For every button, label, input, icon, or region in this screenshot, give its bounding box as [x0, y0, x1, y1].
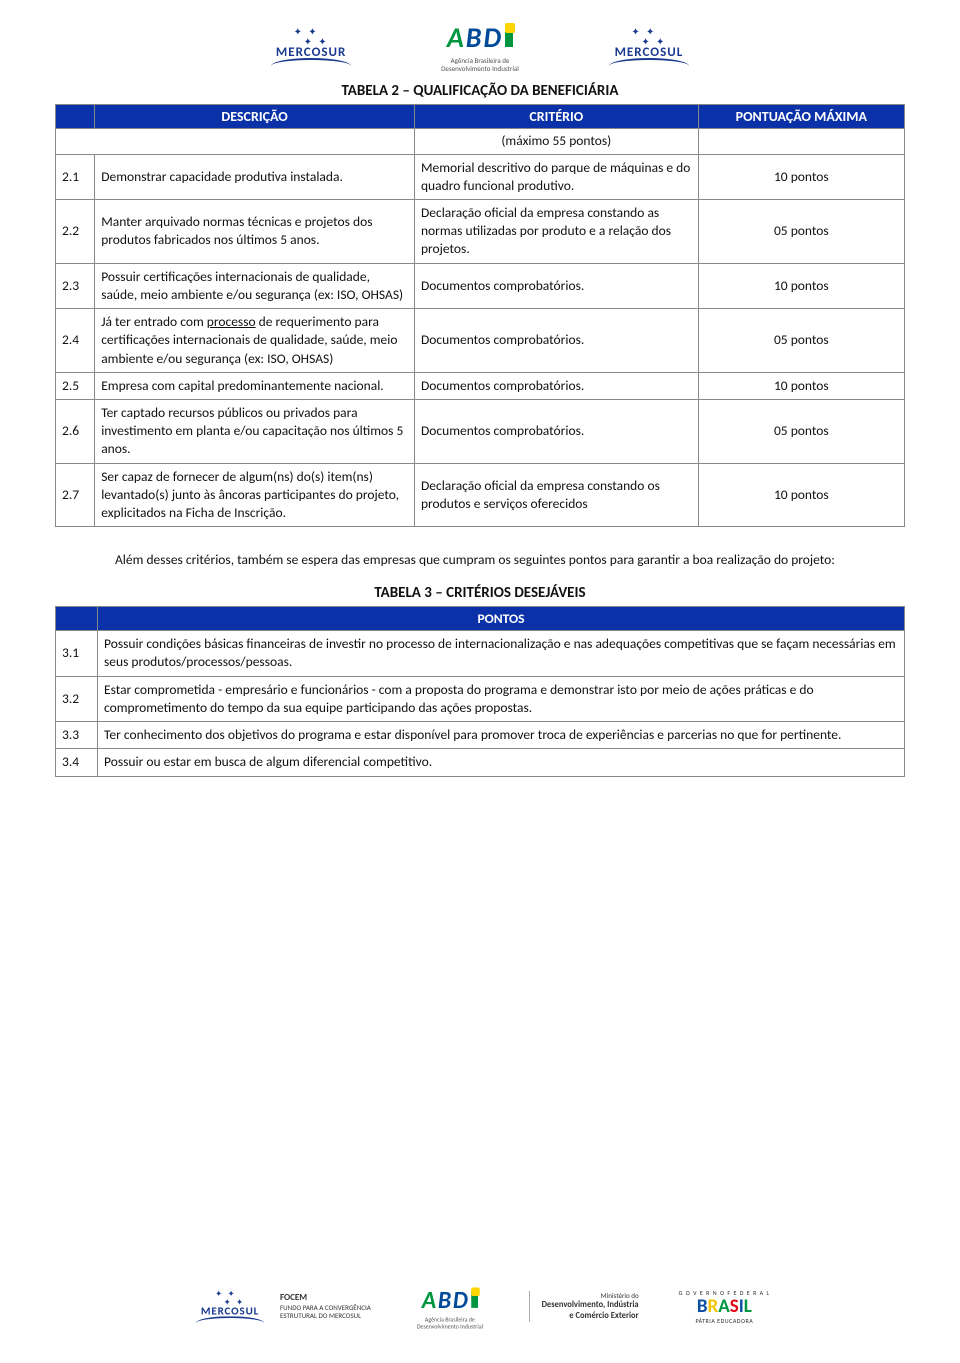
row-criterion: Declaração oficial da empresa constando … [414, 463, 698, 527]
table2-header-row: DESCRIÇÃO CRITÉRIO PONTUAÇÃO MÁXIMA [56, 105, 905, 129]
footer-mercosul-logo: ✦ ✦✦ ✦ MERCOSUL [196, 1290, 264, 1323]
ministerio-line2: Desenvolvimento, Indústria [542, 1300, 639, 1311]
focem-line2: ESTRUTURAL DO MERCOSUL [280, 1312, 371, 1320]
table-row: 2.4Já ter entrado com processo de requer… [56, 309, 905, 373]
stars-icon: ✦ ✦✦ ✦ [215, 1290, 245, 1305]
table-row: 2.7Ser capaz de fornecer de algum(ns) do… [56, 463, 905, 527]
row-number: 3.1 [56, 631, 98, 676]
brasil-logo: G O V E R N O F E D E R A L BRASIL PÁTRI… [679, 1289, 770, 1325]
ministerio-block: Ministério do Desenvolvimento, Indústria… [529, 1291, 639, 1322]
table2-header-pts: PONTUAÇÃO MÁXIMA [698, 105, 904, 129]
table2-title: TABELA 2 – QUALIFICAÇÃO DA BENEFICIÁRIA [55, 82, 905, 100]
row-number: 2.3 [56, 263, 95, 308]
row-criterion: Documentos comprobatórios. [414, 372, 698, 399]
row-criterion: Documentos comprobatórios. [414, 400, 698, 464]
row-criterion: Declaração oficial da empresa constando … [414, 200, 698, 264]
row-number: 3.4 [56, 749, 98, 776]
row-points: 05 pontos [698, 309, 904, 373]
table3-header-row: PONTOS [56, 607, 905, 631]
row-points: 05 pontos [698, 400, 904, 464]
table3: PONTOS 3.1Possuir condições básicas fina… [55, 606, 905, 776]
footer: ✦ ✦✦ ✦ MERCOSUL FOCEM FUNDO PARA A CONVE… [0, 1281, 960, 1333]
row-description: Manter arquivado normas técnicas e proje… [95, 200, 415, 264]
table3-title: TABELA 3 – CRITÉRIOS DESEJÁVEIS [55, 584, 905, 602]
table-row: 3.1Possuir condições básicas financeiras… [56, 631, 905, 676]
row-number: 2.4 [56, 309, 95, 373]
abdi-sub-line2: Desenvolvimento Industrial [417, 1322, 483, 1330]
abdi-sub-line2: Desenvolvimento Industrial [441, 64, 519, 73]
row-points: 05 pontos [698, 200, 904, 264]
abdi-subtitle: Agência Brasileira de Desenvolvimento In… [417, 1316, 483, 1329]
row-number: 3.3 [56, 722, 98, 749]
mercosur-logo: ✦ ✦✦ ✦ MERCOSUR [271, 27, 351, 66]
table-row: 2.6Ter captado recursos públicos ou priv… [56, 400, 905, 464]
table2-subhead: (máximo 55 pontos) [414, 129, 698, 154]
table-row: 2.2Manter arquivado normas técnicas e pr… [56, 200, 905, 264]
row-number: 2.2 [56, 200, 95, 264]
row-description: Ser capaz de fornecer de algum(ns) do(s)… [95, 463, 415, 527]
row-points: 10 pontos [698, 463, 904, 527]
row-points: 10 pontos [698, 263, 904, 308]
intermediate-paragraph: Além desses critérios, também se espera … [115, 551, 845, 570]
row-description: Empresa com capital predominantemente na… [95, 372, 415, 399]
brasil-main: BRASIL [697, 1297, 752, 1316]
table2: DESCRIÇÃO CRITÉRIO PONTUAÇÃO MÁXIMA (máx… [55, 104, 905, 527]
table2-subhead-row: (máximo 55 pontos) [56, 129, 905, 154]
abdi-logo: ABD Agência Brasileira de Desenvolviment… [441, 20, 519, 72]
ministerio-line3: e Comércio Exterior [542, 1311, 639, 1322]
row-text: Estar comprometida - empresário e funcio… [98, 676, 905, 721]
row-number: 2.7 [56, 463, 95, 527]
abdi-main: ABD [447, 20, 513, 55]
table3-header: PONTOS [98, 607, 905, 631]
row-text: Ter conhecimento dos objetivos do progra… [98, 722, 905, 749]
table3-blank-header [56, 607, 98, 631]
header-logos: ✦ ✦✦ ✦ MERCOSUR ABD Agência Brasileira d… [55, 20, 905, 72]
table-row: 2.1Demonstrar capacidade produtiva insta… [56, 154, 905, 199]
row-description: Possuir certificações internacionais de … [95, 263, 415, 308]
footer-abdi-logo: ABD Agência Brasileira de Desenvolviment… [417, 1285, 483, 1330]
row-number: 2.5 [56, 372, 95, 399]
row-number: 2.1 [56, 154, 95, 199]
table2-header-desc: DESCRIÇÃO [95, 105, 415, 129]
arc-icon [196, 1317, 264, 1324]
mercosul-logo: ✦ ✦✦ ✦ MERCOSUL [609, 27, 689, 66]
row-criterion: Documentos comprobatórios. [414, 263, 698, 308]
table2-subhead-empty2 [698, 129, 904, 154]
row-criterion: Documentos comprobatórios. [414, 309, 698, 373]
table-row: 3.4Possuir ou estar em busca de algum di… [56, 749, 905, 776]
table-row: 3.2Estar comprometida - empresário e fun… [56, 676, 905, 721]
table-row: 3.3Ter conhecimento dos objetivos do pro… [56, 722, 905, 749]
abdi-main: ABD [421, 1285, 477, 1315]
row-points: 10 pontos [698, 372, 904, 399]
row-description: Já ter entrado com processo de requerime… [95, 309, 415, 373]
table-row: 2.5Empresa com capital predominantemente… [56, 372, 905, 399]
row-description: Demonstrar capacidade produtiva instalad… [95, 154, 415, 199]
abdi-subtitle: Agência Brasileira de Desenvolvimento In… [441, 57, 519, 72]
footer-mercosul-focem: ✦ ✦✦ ✦ MERCOSUL FOCEM FUNDO PARA A CONVE… [190, 1287, 371, 1326]
row-number: 3.2 [56, 676, 98, 721]
stars-icon: ✦ ✦✦ ✦ [294, 27, 329, 45]
row-criterion: Memorial descritivo do parque de máquina… [414, 154, 698, 199]
table2-subhead-empty [56, 129, 415, 154]
table2-blank-header [56, 105, 95, 129]
brasil-sub: PÁTRIA EDUCADORA [695, 1317, 753, 1325]
row-number: 2.6 [56, 400, 95, 464]
row-description: Ter captado recursos públicos ou privado… [95, 400, 415, 464]
table-row: 2.3Possuir certificações internacionais … [56, 263, 905, 308]
focem-block: FOCEM FUNDO PARA A CONVERGÊNCIA ESTRUTUR… [280, 1293, 371, 1321]
ministerio-line1: Ministério do [542, 1291, 639, 1300]
row-points: 10 pontos [698, 154, 904, 199]
row-text: Possuir condições básicas financeiras de… [98, 631, 905, 676]
row-text: Possuir ou estar em busca de algum difer… [98, 749, 905, 776]
stars-icon: ✦ ✦✦ ✦ [631, 27, 666, 45]
table2-header-crit: CRITÉRIO [414, 105, 698, 129]
